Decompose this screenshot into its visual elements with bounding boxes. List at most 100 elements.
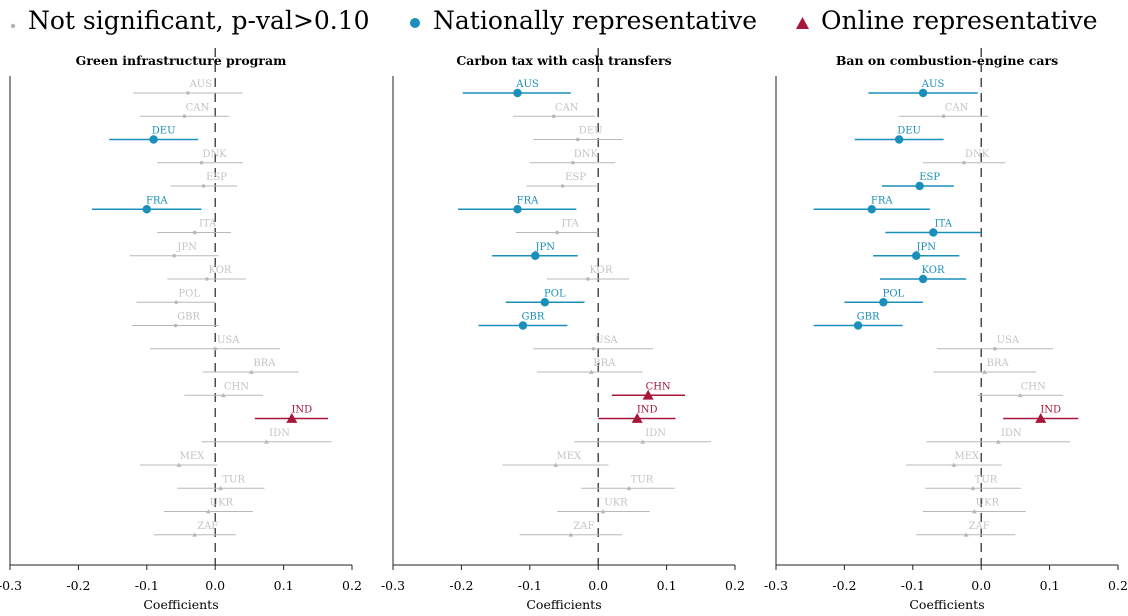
point-label: CHN — [1021, 381, 1046, 392]
point-label: UKR — [210, 498, 234, 509]
point-label: BRA — [593, 358, 616, 369]
point-ind: IND — [1003, 405, 1079, 423]
x-tick-label: -0.3 — [764, 578, 788, 593]
point-marker — [588, 369, 594, 374]
point-marker — [142, 205, 151, 214]
point-label: USA — [595, 335, 618, 346]
point-mex: MEX — [139, 451, 218, 467]
point-marker — [1017, 392, 1023, 398]
point-fra: FRA — [457, 195, 577, 214]
point-label: KOR — [209, 265, 232, 276]
point-marker — [221, 392, 226, 398]
point-dnk: DNK — [529, 149, 616, 165]
point-bra: BRA — [933, 358, 1036, 374]
point-ita: ITA — [885, 219, 982, 237]
x-tick-label: -0.1 — [518, 578, 542, 593]
point-marker — [1035, 413, 1047, 423]
point-marker — [586, 277, 590, 281]
x-tick-label: 0.2 — [342, 578, 362, 593]
point-marker — [626, 485, 632, 491]
point-label: POL — [178, 288, 200, 299]
point-marker — [192, 532, 198, 537]
point-esp: ESP — [170, 172, 238, 188]
point-label: ZAF — [197, 521, 218, 532]
point-marker — [176, 462, 182, 467]
point-label: USA — [217, 335, 240, 346]
point-label: JPN — [915, 242, 936, 253]
point-esp: ESP — [526, 172, 599, 188]
point-deu: DEU — [533, 126, 623, 142]
legend-item-online-representative: Online representative — [796, 2, 1098, 38]
point-zaf: ZAF — [916, 521, 1016, 537]
point-marker — [918, 274, 928, 284]
point-label: ESP — [565, 172, 586, 183]
point-label: AUS — [921, 79, 945, 90]
point-chn: CHN — [611, 381, 686, 400]
point-pol: POL — [844, 288, 924, 307]
x-tick-label: -0.3 — [381, 578, 405, 593]
point-marker — [918, 88, 928, 98]
point-marker — [218, 485, 224, 491]
point-tur: TUR — [925, 474, 1021, 491]
point-label: DNK — [965, 149, 990, 160]
x-tick-label: -0.2 — [832, 578, 856, 593]
x-axis-title: Coefficients — [909, 597, 984, 612]
point-label: AUS — [189, 79, 213, 90]
point-label: TUR — [975, 474, 998, 485]
point-label: FRA — [146, 195, 168, 206]
point-label: IDN — [1001, 428, 1022, 439]
point-label: FRA — [517, 195, 539, 206]
legend-label: Not significant, p-val>0.10 — [28, 5, 370, 35]
point-fra: FRA — [813, 195, 930, 214]
point-label: IND — [637, 405, 658, 416]
point-marker — [995, 439, 1001, 444]
x-axis-title: Coefficients — [526, 597, 601, 612]
point-label: ITA — [199, 219, 217, 230]
point-label: ITA — [935, 219, 953, 230]
point-usa: USA — [150, 335, 281, 351]
point-can: CAN — [512, 102, 595, 119]
point-label: UKR — [604, 498, 628, 509]
x-tick-label: 0.2 — [725, 578, 745, 593]
point-marker — [205, 277, 209, 281]
point-zaf: ZAF — [153, 521, 236, 537]
point-marker — [182, 114, 187, 119]
panel-3: Ban on combustion-engine cars -0.3 -0.2 -0.… — [764, 48, 1128, 612]
point-label: POL — [883, 288, 905, 299]
point-label: DEU — [897, 126, 921, 137]
point-can: CAN — [139, 102, 229, 119]
point-label: ZAF — [969, 521, 990, 532]
point-marker — [591, 346, 596, 351]
point-label: IND — [1040, 405, 1061, 416]
point-marker — [867, 205, 876, 214]
point-marker — [571, 160, 575, 165]
point-marker — [201, 184, 206, 188]
point-esp: ESP — [882, 172, 954, 191]
point-gbr: GBR — [131, 312, 219, 328]
x-tick-label: 0.1 — [274, 578, 294, 593]
point-label: CAN — [555, 102, 579, 113]
point-label: UKR — [976, 498, 1000, 509]
point-pol: POL — [136, 288, 216, 305]
point-label: MEX — [556, 451, 582, 462]
x-tick-label: 0.1 — [1040, 578, 1060, 593]
point-aus: AUS — [133, 79, 243, 95]
point-marker — [199, 160, 204, 165]
point-label: KOR — [589, 265, 612, 276]
point-marker — [929, 228, 938, 237]
point-gbr: GBR — [478, 312, 568, 330]
point-marker — [915, 181, 924, 191]
x-tick-label: -0.2 — [449, 578, 473, 593]
point-gbr: GBR — [813, 312, 903, 330]
x-tick-label: -0.3 — [0, 578, 22, 593]
point-ukr: UKR — [557, 498, 650, 514]
point-label: DEU — [152, 126, 176, 137]
point-ind: IND — [254, 405, 329, 423]
point-marker — [264, 439, 269, 444]
x-tick-label: 0.0 — [588, 578, 608, 593]
panel-title: Green infrastructure program — [76, 53, 287, 68]
point-label: MEX — [180, 451, 206, 462]
point-dnk: DNK — [923, 149, 1006, 165]
point-marker — [551, 114, 556, 119]
